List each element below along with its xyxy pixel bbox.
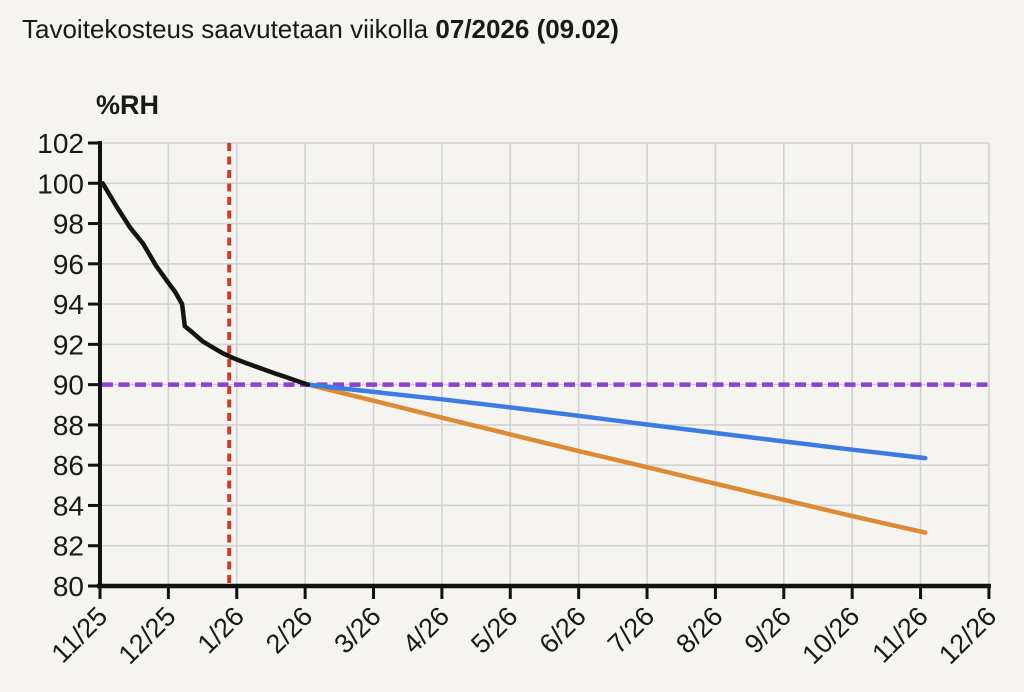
forecast-orange-line xyxy=(305,382,928,535)
title-text: Tavoitekosteus saavutetaan viikolla xyxy=(22,14,436,44)
y-tick-label: 102 xyxy=(37,128,84,159)
title-target-week: 07/2026 (09.02) xyxy=(435,14,619,44)
y-tick-label: 88 xyxy=(53,410,84,441)
y-axis-unit-label: %RH xyxy=(96,90,160,120)
y-tick-label: 92 xyxy=(53,329,84,360)
y-tick-label: 98 xyxy=(53,209,84,240)
x-tick-label: 6/26 xyxy=(534,601,592,659)
x-tick-label: 12/26 xyxy=(933,601,1002,670)
x-tick-label: 11/26 xyxy=(866,601,934,669)
forecast-blue-line xyxy=(305,382,928,461)
x-tick-label: 9/26 xyxy=(739,601,797,659)
x-tick-label: 5/26 xyxy=(465,601,523,659)
y-tick-label: 96 xyxy=(53,249,84,280)
y-tick-label: 86 xyxy=(53,450,84,481)
y-tick-label: 82 xyxy=(53,531,84,562)
y-tick-label: 80 xyxy=(53,571,84,602)
y-tick-label: 94 xyxy=(53,289,84,320)
x-tick-label: 10/26 xyxy=(796,601,865,670)
x-tick-label: 12/25 xyxy=(113,601,182,670)
y-tick-label: 100 xyxy=(37,168,84,199)
x-tick-label: 8/26 xyxy=(670,601,728,659)
y-tick-label: 90 xyxy=(53,370,84,401)
x-tick-label: 2/26 xyxy=(260,601,318,659)
x-tick-label: 7/26 xyxy=(602,601,660,659)
x-tick-label: 1/26 xyxy=(192,601,250,659)
x-tick-label: 11/25 xyxy=(46,601,114,669)
page-title: Tavoitekosteus saavutetaan viikolla 07/2… xyxy=(22,14,619,45)
x-tick-label: 3/26 xyxy=(328,601,386,659)
x-tick-label: 4/26 xyxy=(397,601,455,659)
measured-drying-curve-line xyxy=(100,181,311,387)
y-tick-label: 84 xyxy=(53,490,84,521)
